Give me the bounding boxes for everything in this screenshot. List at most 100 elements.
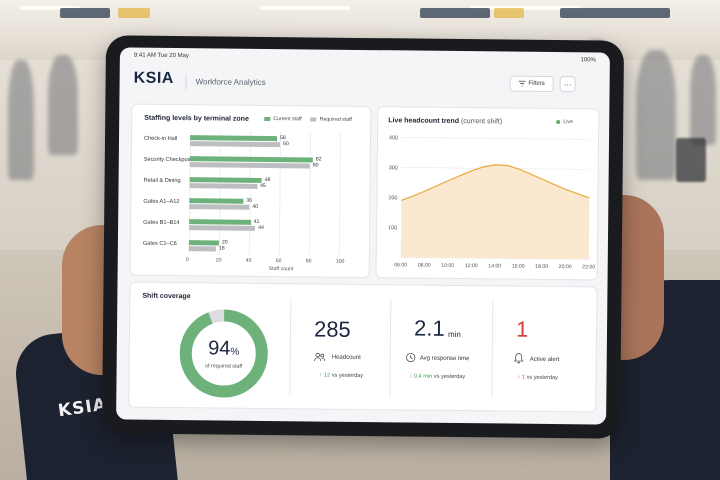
bar-category-label: Gates A1–A12 [143,198,180,206]
trend-y-tick: 100 [388,225,397,231]
bar-category-label: Check-in Hall [143,135,178,143]
coverage-donut-chart [179,309,268,398]
bar-gridline [308,132,312,257]
active-alert-delta: ↑ 1 vs yesterday [518,375,559,381]
bar-x-tick: 60 [275,258,282,265]
filters-button[interactable]: Filters [509,75,554,92]
bar-category-label: Retail & Dining [143,177,181,185]
bar-current-staff [189,219,251,225]
trend-y-tick: 400 [389,135,398,141]
people-icon [314,352,326,362]
bar-gridline [248,131,252,256]
kpi-separator [289,298,292,397]
background-person [690,55,716,145]
coverage-caption: of required staff [204,363,243,370]
trend-series-line [401,164,590,201]
legend-swatch-current [264,116,271,122]
app-header: KSIA Workforce Analytics Filters ··· [119,63,609,104]
airport-sign [118,8,150,18]
bar-required-staff [189,141,280,148]
trend-y-tick: 300 [389,165,398,171]
staffing-title: Staffing levels by terminal zone [144,114,249,123]
trend-x-tick: 08:00 [418,263,431,269]
bar-x-tick: 20 [215,257,222,264]
bar-value-label: 60 [282,141,289,148]
rolling-suitcase [676,138,706,182]
bar-value-label: 80 [312,162,319,169]
coverage-title: Shift coverage [142,292,191,301]
coverage-percent: 94 [208,337,231,360]
staffing-card: Staffing levels by terminal zone Current… [129,103,372,279]
coverage-donut-filled [179,309,268,398]
staffing-bar-chart: 0 20 40 60 80 100 Check-in Hall 58 60 Security Ch… [132,105,370,265]
headcount-label: Headcount [331,354,361,361]
bar-required-staff [189,162,310,169]
response-time-value: 2.1 [413,315,445,341]
app-logo: KSIA [133,69,174,88]
bar-value-label: 45 [259,182,266,189]
background-person [636,50,676,180]
legend-required: Required staff [319,116,352,123]
headcount-value: 285 [313,316,351,342]
alert-delta-suffix: vs yesterday [526,374,559,382]
arrow-up-icon: ↑ [319,372,323,379]
bar-required-staff [189,183,258,189]
bar-current-staff [190,135,278,142]
ceiling-light [20,6,80,10]
bar-required-staff [188,246,216,252]
airport-sign [494,8,524,18]
kpi-strip: Shift coverage 94% of required staff 285… [128,281,598,413]
bar-category-label: Gates C1–C6 [142,240,177,248]
response-time-delta: ↓ 0.4 min vs yesterday [410,373,466,380]
headcount-trend-card: Live headcount trend (current shift) Liv… [375,106,600,281]
trend-x-tick: 20:00 [559,264,572,270]
staffing-xlabel: Staff count [268,266,294,273]
alert-delta-value: 1 [521,374,526,381]
bar-current-staff [188,240,219,246]
response-time-unit: min [447,329,461,340]
more-options-button[interactable]: ··· [559,76,576,93]
bar-current-staff [189,198,244,204]
status-time: 9:41 AM Tue 20 May [133,52,189,60]
background-person [8,60,34,180]
trend-x-tick: 14:00 [488,263,501,269]
headcount-area-chart: 100 200 300 400 06:00 08:00 10:00 12:00 14:00 16:… [388,135,595,270]
trend-x-tick: 10:00 [441,263,454,269]
trend-x-tick: 22:00 [582,264,595,270]
bar-gridline [218,131,222,256]
trend-area-fill [400,164,590,260]
airport-sign [560,8,670,18]
trend-x-tick: 18:00 [535,264,548,270]
bar-gridline [188,131,192,256]
arrow-up-icon: ↑ [517,374,521,381]
status-battery: 100% [580,57,596,64]
headcount-delta-suffix: vs yesterday [331,372,364,380]
header-divider [185,74,187,91]
bar-gridline [338,132,342,257]
filter-icon [518,80,526,87]
arrow-down-icon: ↓ [409,373,413,380]
bar-x-tick: 80 [305,258,312,265]
bell-icon [514,353,524,364]
app-title: Workforce Analytics [195,77,266,87]
bar-x-tick: 40 [245,257,252,264]
coverage-percent-sign: % [230,346,240,358]
kpi-separator [491,300,494,399]
bar-required-staff [189,204,250,210]
response-delta-suffix: vs yesterday [433,373,466,381]
trend-gridline [402,137,591,140]
active-alert-label: Active alert [529,356,560,364]
bar-category-label: Gates B1–B14 [143,219,180,227]
coverage-value: 94% [174,337,274,361]
ceiling-light [470,6,580,10]
clock-icon [406,352,416,363]
active-alert-value: 1 [515,316,529,342]
bar-gridline [278,132,282,257]
staffing-legend: Current staff Required staff [264,116,352,123]
tablet-screen: 9:41 AM Tue 20 May 100% KSIA Workforce A… [116,47,610,425]
headcount-delta-value: 12 [323,372,331,379]
bar-required-staff [189,225,256,231]
bar-value-label: 40 [252,203,259,210]
more-icon: ··· [563,79,572,89]
bar-current-staff [189,177,262,183]
